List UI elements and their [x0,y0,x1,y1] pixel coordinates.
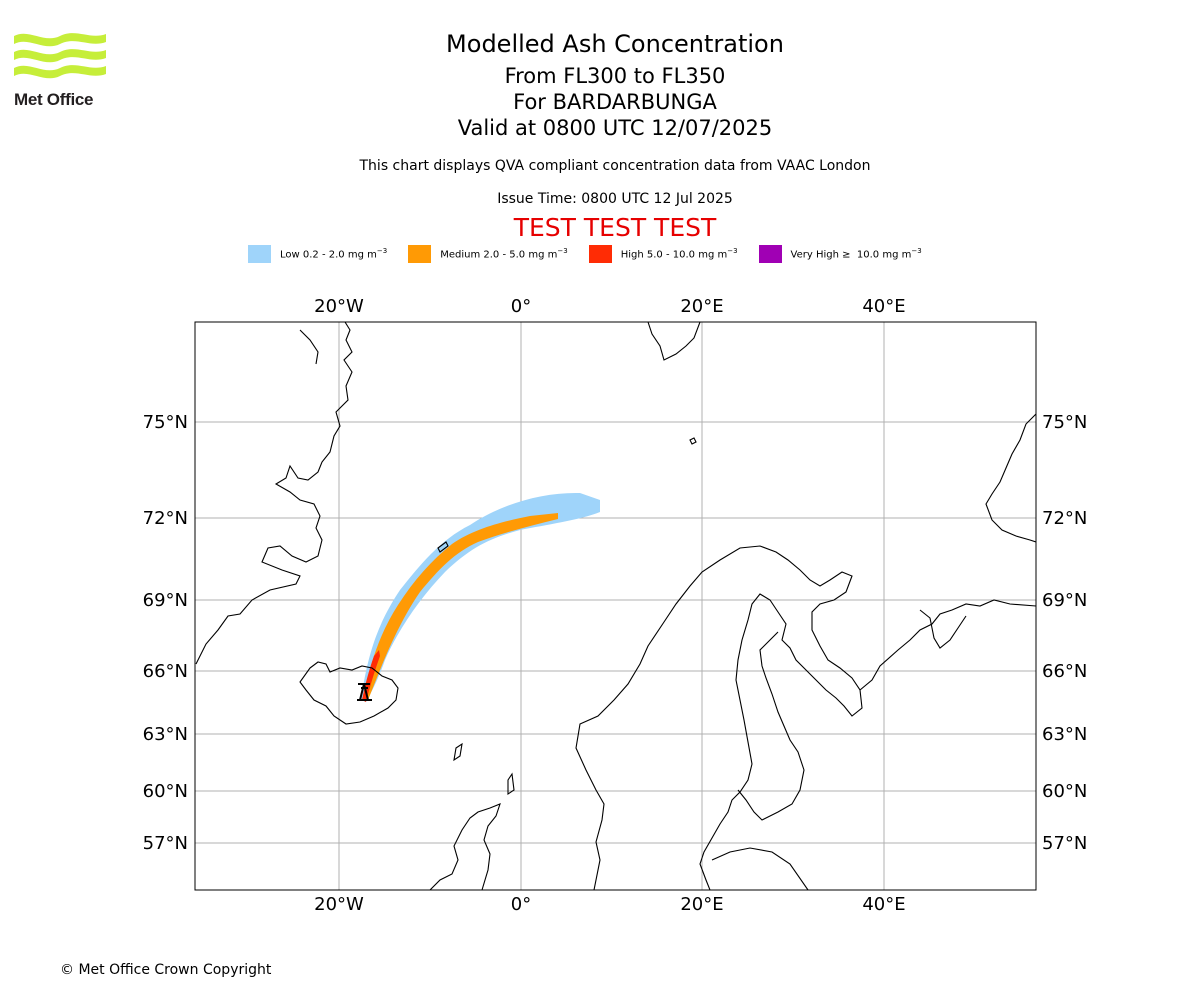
lat-tick-label: 69°N [143,590,188,611]
lat-tick-label: 75°N [1042,412,1087,433]
legend-item-low: Low 0.2 - 2.0 mg m−3 [248,245,387,263]
jan-mayen [437,541,449,553]
legend-swatch [248,245,271,263]
copyright-notice: © Met Office Crown Copyright [60,962,272,978]
chart-title: Modelled Ash Concentration [446,30,784,58]
kola-coast [859,599,1036,691]
lat-tick-label: 75°N [143,412,188,433]
lat-tick-label: 60°N [143,781,188,802]
legend-swatch [588,245,612,263]
lon-tick-label: 0° [511,894,531,915]
lon-tick-label: 0° [511,296,531,317]
bear-island [689,437,697,445]
lat-tick-label: 57°N [143,833,188,854]
lon-tick-label: 20°W [314,296,364,317]
lon-tick-label: 40°E [862,296,905,317]
test-banner: TEST TEST TEST [513,213,717,242]
iceland-coast [299,661,399,725]
volcano-icon [357,683,372,701]
greenland-coast [195,322,353,665]
lat-tick-label: 60°N [1042,781,1087,802]
legend-label: Low 0.2 - 2.0 mg m−3 [280,247,388,261]
lat-tick-label: 66°N [143,661,188,682]
subtitle: This chart displays QVA compliant concen… [359,158,871,174]
legend-label: Medium 2.0 - 5.0 mg m−3 [440,247,568,261]
lat-tick-label: 63°N [1042,724,1087,745]
lat-tick-label: 72°N [1042,508,1087,529]
map-content [195,322,1036,890]
coastlines [195,322,1036,890]
norway-sweden-coast [575,545,863,890]
met-office-logo: Met Office [14,30,109,112]
waves-icon [14,33,106,79]
flight-levels: From FL300 to FL350 [504,64,726,88]
graticule [195,322,1036,890]
legend-swatch [408,245,432,263]
legend-item-medium: Medium 2.0 - 5.0 mg m−3 [408,245,568,263]
novaya-zemlya-coast [985,413,1036,543]
lon-tick-label: 20°E [680,296,723,317]
legend-item-high: High 5.0 - 10.0 mg m−3 [588,245,738,263]
legend: Low 0.2 - 2.0 mg m−3 Medium 2.0 - 5.0 mg… [248,244,943,264]
lat-tick-label: 69°N [1042,590,1087,611]
legend-label: Very High ≥ 10.0 mg m−3 [790,247,922,261]
valid-time: Valid at 0800 UTC 12/07/2025 [457,116,773,140]
svalbard-coast [647,322,701,361]
map-frame [194,321,1037,891]
faroe-islands [453,742,463,762]
lon-tick-label: 20°W [314,894,364,915]
sweden-finland-coast [737,631,805,821]
lat-tick-label: 72°N [143,508,188,529]
gulf-of-finland [711,847,809,890]
volcano-name: For BARDARBUNGA [513,90,717,114]
white-sea [919,609,967,649]
lon-tick-label: 40°E [862,894,905,915]
legend-item-very-high: Very High ≥ 10.0 mg m−3 [758,245,922,263]
issue-time: Issue Time: 0800 UTC 12 Jul 2025 [497,191,733,207]
logo-text: Met Office [14,90,94,109]
lat-tick-label: 63°N [143,724,188,745]
shetland [507,772,515,796]
scotland-coast [429,803,501,890]
legend-swatch [758,245,782,263]
ash-medium-region [364,513,558,700]
greenland-fjord [299,329,319,365]
lat-tick-label: 66°N [1042,661,1087,682]
lat-tick-label: 57°N [1042,833,1087,854]
legend-label: High 5.0 - 10.0 mg m−3 [620,247,738,261]
lon-tick-label: 20°E [680,894,723,915]
